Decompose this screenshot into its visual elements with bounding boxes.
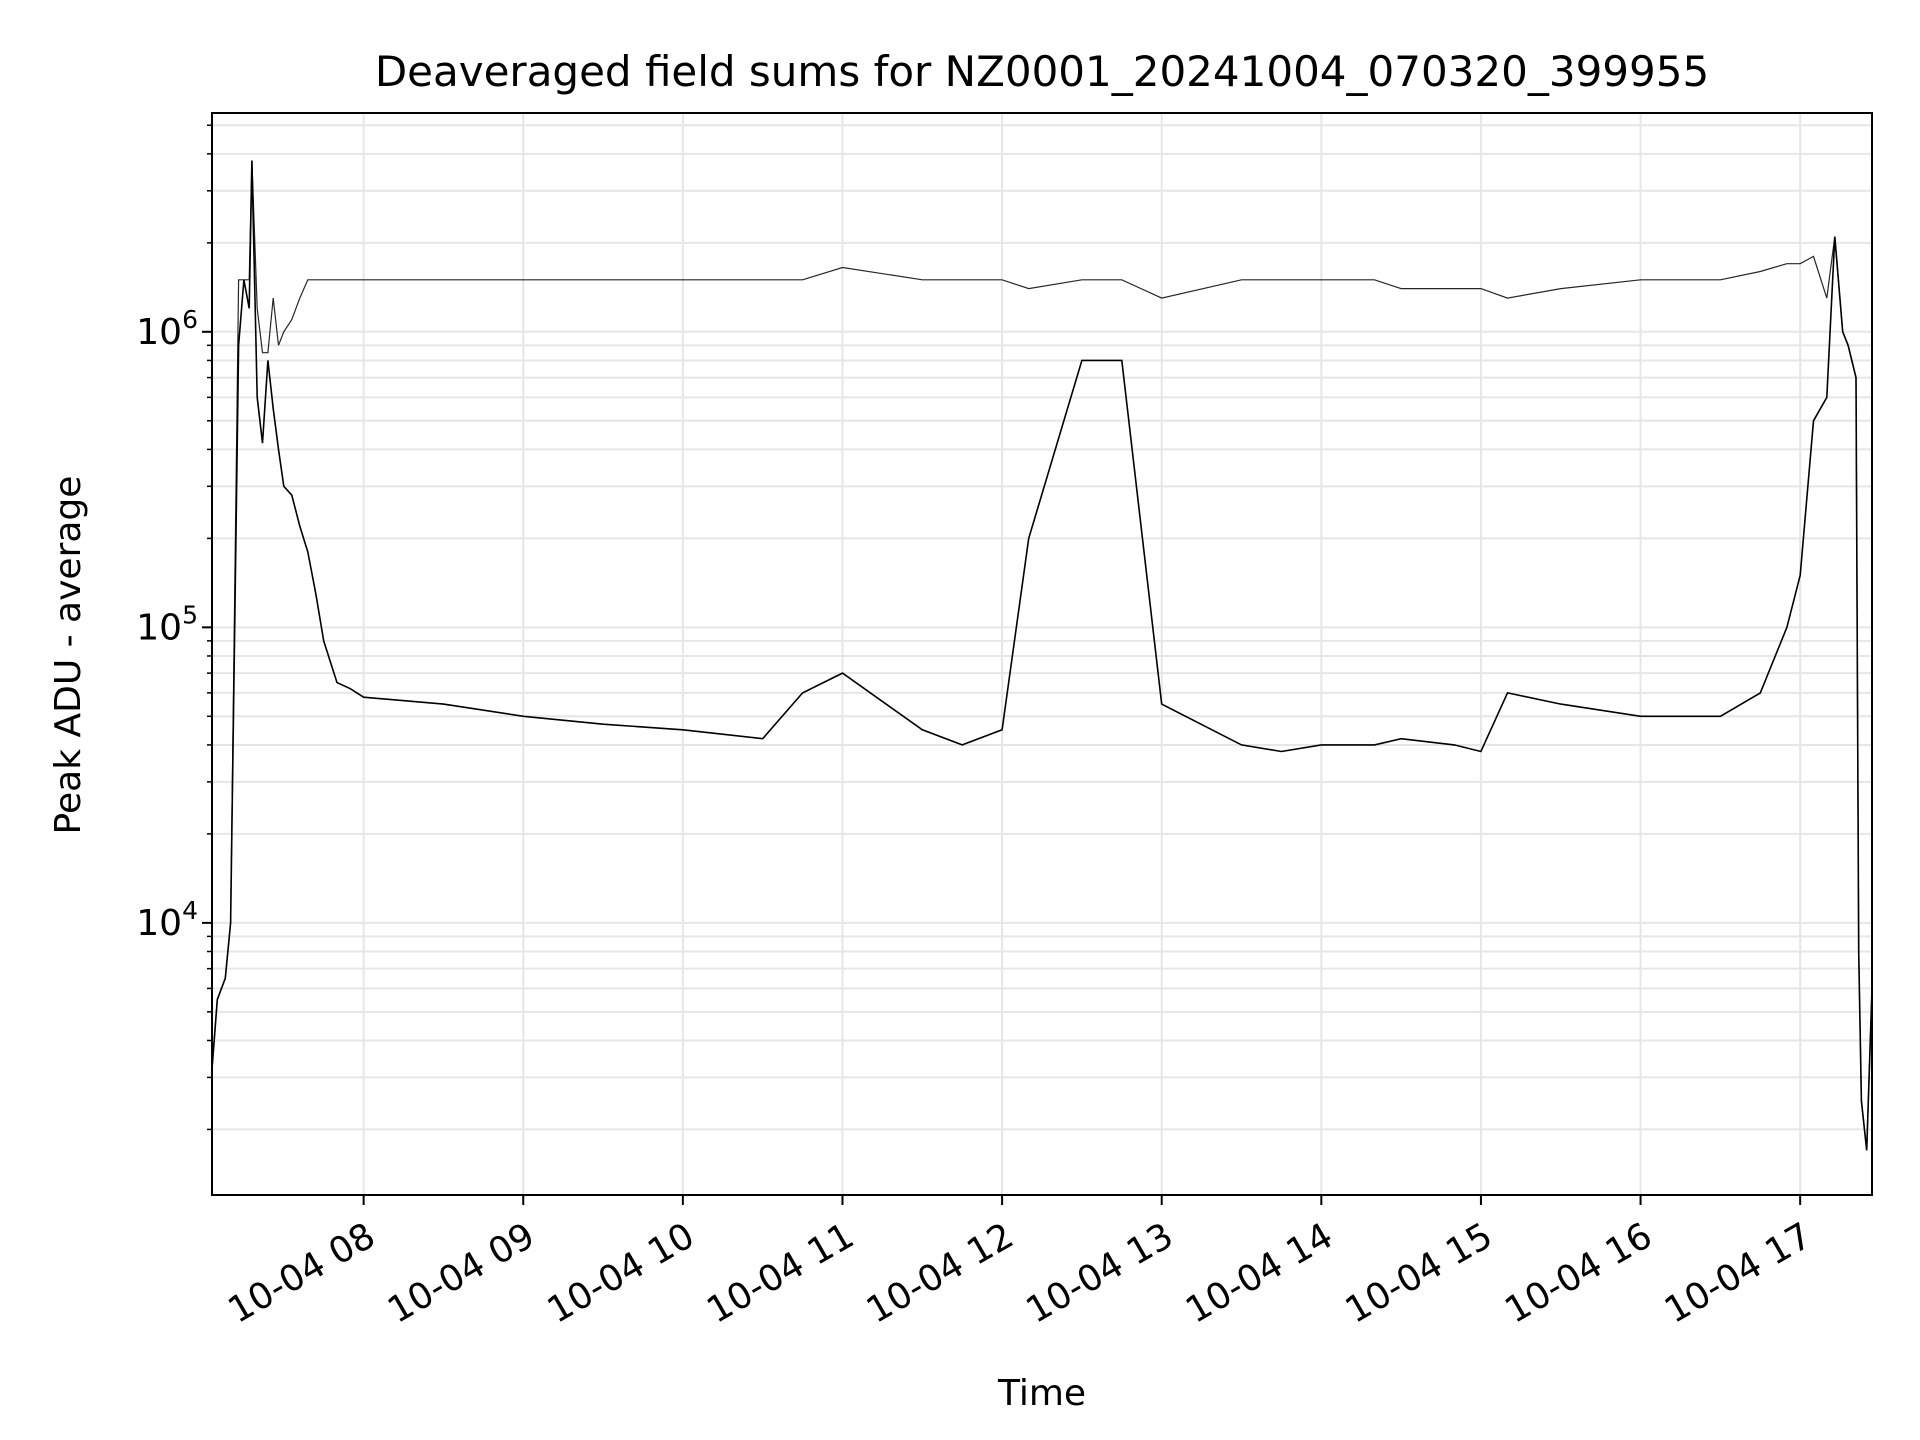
series-envelope-line	[211, 160, 1873, 1151]
major-gridlines	[212, 113, 1872, 1195]
y-tick-label: 106	[136, 305, 198, 353]
plot-frame	[211, 112, 1873, 1196]
chart-title: Deaveraged field sums for NZ0001_2024100…	[375, 47, 1709, 96]
series-layer	[211, 160, 1873, 1151]
y-axis-label: Peak ADU - average	[48, 476, 89, 835]
series-line	[211, 160, 1873, 1151]
x-axis-label: Time	[997, 1373, 1086, 1414]
minor-gridlines	[207, 124, 1872, 1131]
y-tick-label: 104	[136, 896, 198, 944]
y-axis-ticks: 104 105 106	[136, 305, 212, 944]
y-tick-label: 105	[136, 600, 198, 648]
